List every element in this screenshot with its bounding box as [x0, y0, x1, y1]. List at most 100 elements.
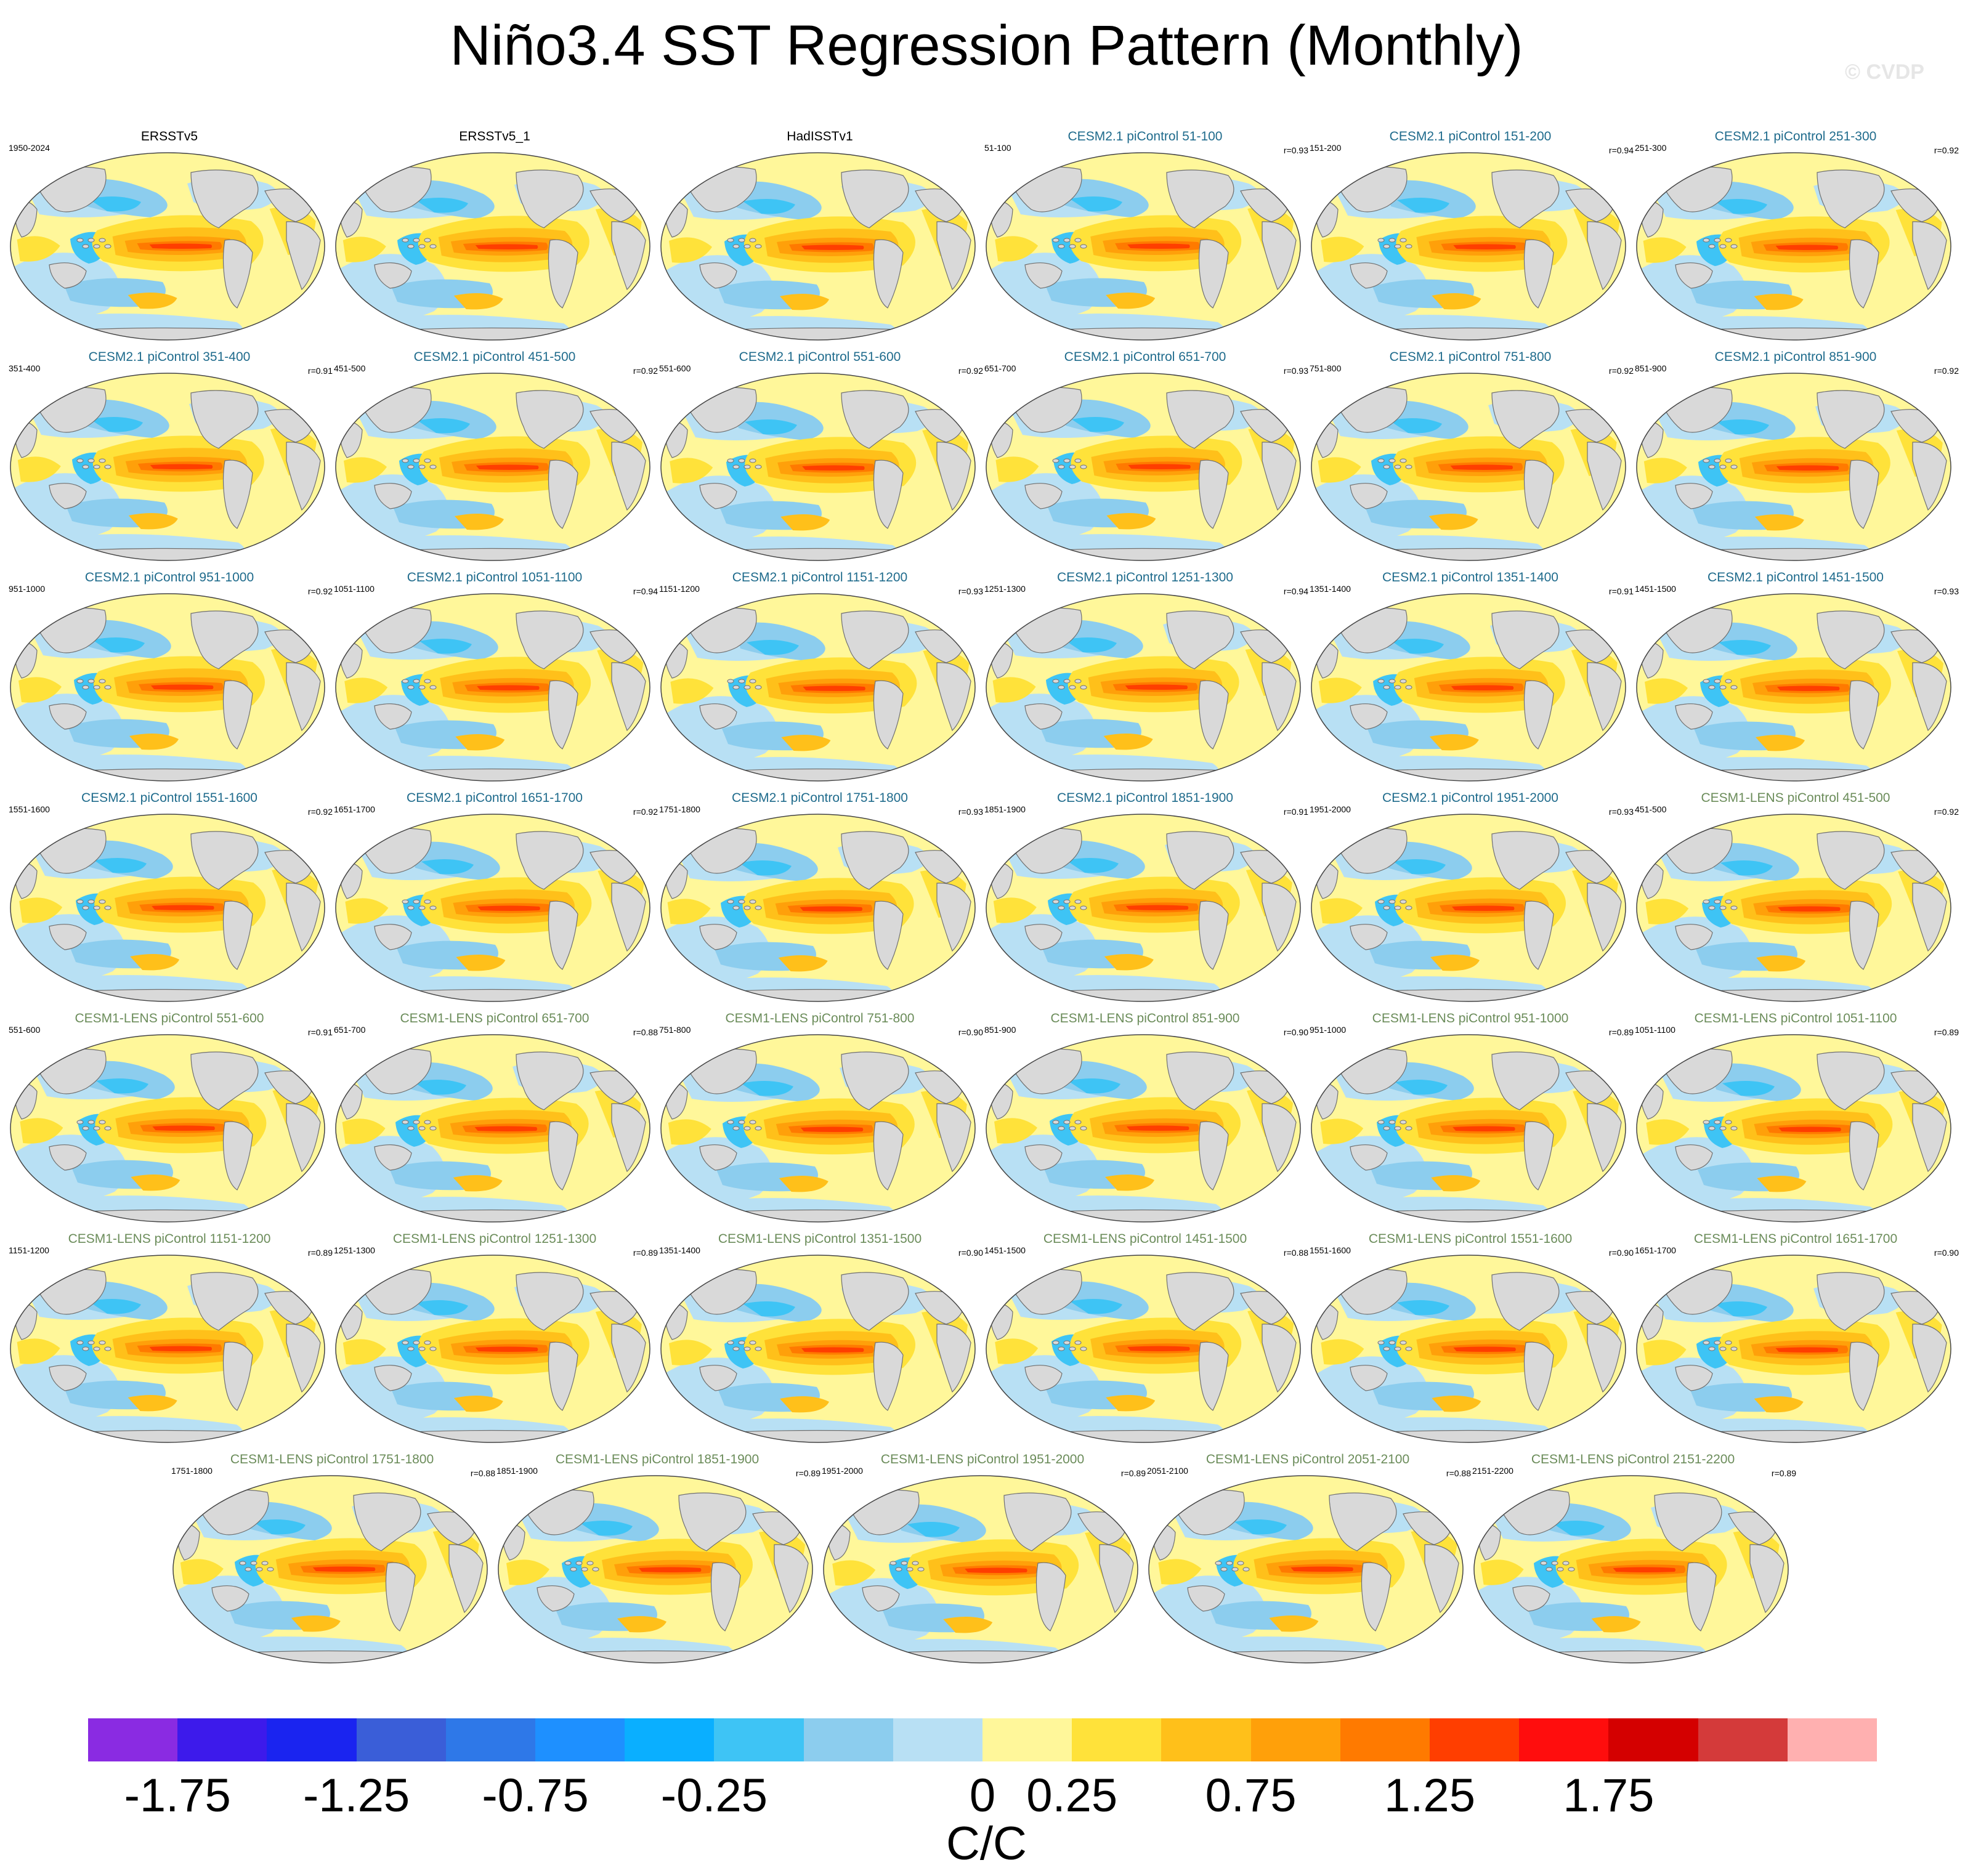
- land-mask: [24, 1209, 309, 1222]
- map-frame: [986, 814, 1301, 1002]
- positive-anomaly-region: [342, 1339, 386, 1365]
- island: [93, 244, 100, 249]
- map-panel: CESM1-LENS piControl 1351-1500 1351-1400 r…: [657, 1232, 983, 1452]
- regression-map: [660, 373, 976, 561]
- panel-years: 151-200: [1310, 143, 1342, 153]
- island: [912, 1561, 919, 1566]
- panel-pattern-correlation: r=0.94: [633, 586, 658, 596]
- island: [1063, 458, 1071, 463]
- positive-anomaly-region: [1775, 245, 1839, 250]
- map-panel: CESM2.1 piControl 51-100 51-100 r=0.93: [982, 129, 1308, 350]
- positive-anomaly-region: [1754, 294, 1804, 310]
- panel-pattern-correlation: r=0.93: [1934, 586, 1959, 596]
- panel-pattern-correlation: r=0.92: [958, 366, 983, 376]
- land-mask: [1350, 703, 1388, 730]
- island: [732, 244, 740, 249]
- map-frame: [986, 1255, 1301, 1443]
- colorbar-swatch: [1787, 1718, 1878, 1761]
- island: [1719, 244, 1727, 249]
- positive-anomaly-region: [342, 1118, 386, 1144]
- island: [1405, 685, 1412, 690]
- land-mask: [1325, 1429, 1610, 1442]
- panel-title: CESM1-LENS piControl 1951-2000: [880, 1452, 1085, 1466]
- island: [429, 464, 437, 469]
- positive-anomaly-region: [1756, 735, 1805, 751]
- island: [1069, 464, 1076, 469]
- island: [1242, 1567, 1250, 1572]
- island: [743, 464, 751, 469]
- land-mask: [374, 1144, 412, 1171]
- positive-anomaly-region: [1776, 465, 1839, 471]
- positive-anomaly-region: [1480, 1559, 1524, 1585]
- positive-anomaly-region: [668, 1119, 711, 1145]
- land-mask: [1198, 1341, 1229, 1411]
- regression-map: [1473, 1475, 1789, 1664]
- land-mask: [1350, 1144, 1388, 1171]
- island: [1719, 905, 1727, 910]
- island: [76, 899, 84, 904]
- positive-anomaly-region: [780, 1396, 829, 1413]
- panel-pattern-correlation: r=0.92: [307, 586, 333, 596]
- regression-map: [10, 152, 325, 341]
- land-mask: [49, 262, 87, 289]
- land-mask: [1000, 327, 1284, 340]
- island: [99, 679, 106, 684]
- positive-anomaly-region: [1756, 955, 1806, 972]
- land-mask: [1198, 680, 1229, 750]
- panel-title: CESM2.1 piControl 1551-1600: [81, 791, 257, 805]
- island: [1725, 458, 1732, 463]
- regression-map: [1636, 152, 1951, 341]
- island: [1058, 1346, 1065, 1351]
- regression-map: [10, 373, 325, 561]
- land-mask: [190, 831, 259, 890]
- land-mask: [49, 924, 87, 950]
- positive-anomaly-region: [1429, 734, 1479, 751]
- island: [1719, 464, 1727, 469]
- land-mask: [24, 1429, 309, 1442]
- panel-pattern-correlation: r=0.89: [1608, 1027, 1634, 1037]
- island: [245, 1567, 252, 1572]
- map-frame: [10, 152, 325, 341]
- map-frame: [1311, 593, 1626, 782]
- panel-title: CESM2.1 piControl 551-600: [739, 350, 901, 364]
- positive-anomaly-region: [780, 514, 830, 531]
- island: [738, 1340, 745, 1345]
- land-mask: [1162, 1650, 1447, 1663]
- land-mask: [1650, 1429, 1935, 1442]
- island: [82, 464, 89, 469]
- island: [418, 244, 426, 249]
- map-panel: CESM1-LENS piControl 1851-1900 1851-1900 r…: [494, 1452, 820, 1673]
- land-mask: [49, 703, 87, 730]
- map-panel: CESM1-LENS piControl 1251-1300 1251-1300 r…: [331, 1232, 658, 1452]
- island: [429, 1346, 437, 1351]
- regression-map: [335, 152, 650, 341]
- panel-years: 1951-2000: [822, 1466, 863, 1476]
- regression-map: [986, 1034, 1301, 1223]
- land-mask: [349, 548, 634, 560]
- regression-map: [1311, 373, 1626, 561]
- island: [402, 899, 409, 904]
- regression-map: [986, 593, 1301, 782]
- negative-anomaly-region: [1068, 1078, 1120, 1094]
- panel-title: CESM1-LENS piControl 651-700: [400, 1011, 589, 1025]
- positive-anomaly-region: [1428, 514, 1478, 530]
- map-frame: [1311, 373, 1626, 561]
- island: [429, 685, 437, 690]
- land-mask: [1912, 662, 1947, 732]
- island: [906, 1567, 914, 1572]
- island: [1074, 1120, 1082, 1125]
- island: [743, 905, 751, 910]
- panel-years: 1251-1300: [334, 1245, 375, 1255]
- island: [1405, 1126, 1412, 1131]
- negative-anomaly-region: [1722, 1081, 1775, 1096]
- regression-map: [660, 814, 976, 1002]
- land-mask: [1587, 662, 1622, 732]
- panel-pattern-correlation: r=0.92: [633, 366, 658, 376]
- island: [1405, 464, 1412, 469]
- island: [738, 899, 745, 904]
- island: [1063, 899, 1071, 904]
- land-mask: [374, 703, 412, 730]
- colorbar-swatch: [445, 1718, 536, 1761]
- panel-pattern-correlation: r=0.90: [958, 1248, 983, 1258]
- positive-anomaly-region: [17, 236, 60, 262]
